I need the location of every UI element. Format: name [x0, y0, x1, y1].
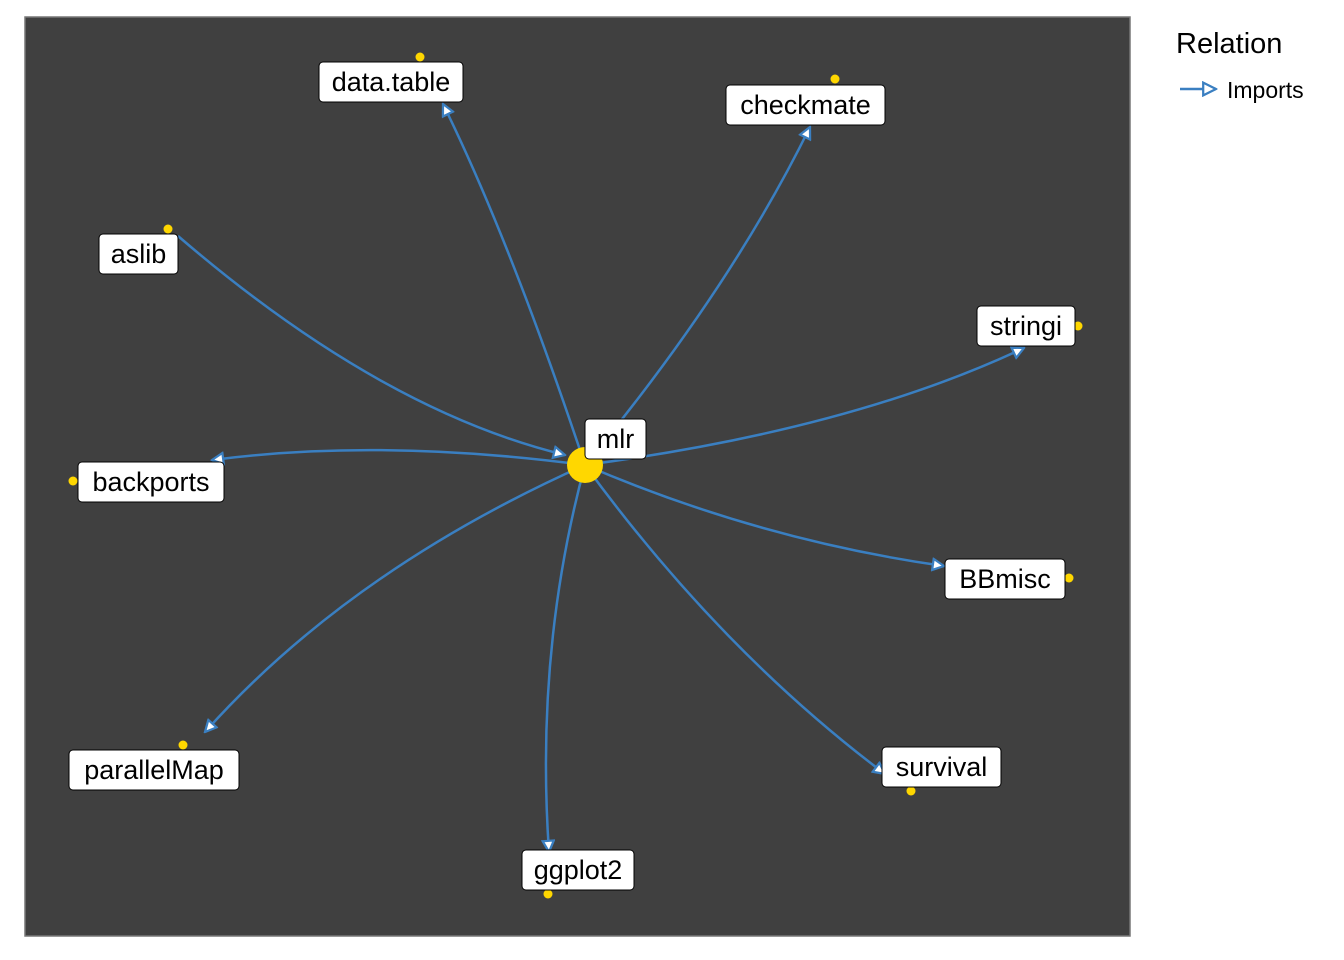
node-label-stringi: stringi — [976, 305, 1076, 347]
node-dot-data.table — [415, 52, 425, 62]
node-label-survival-box — [881, 746, 1002, 788]
node-label-parallelMap-box — [68, 749, 240, 791]
node-label-survival-text: survival — [896, 752, 988, 782]
node-label-BBmisc-box — [944, 558, 1066, 600]
node-label-ggplot2-text: ggplot2 — [534, 855, 623, 885]
node-label-data.table-text: data.table — [332, 67, 451, 97]
edge-aslib-mlr — [177, 235, 565, 455]
node-dot-aslib — [163, 224, 173, 234]
node-dot-BBmisc — [1064, 573, 1074, 583]
node-label-mlr-text: mlr — [597, 424, 634, 454]
node-label-parallelMap: parallelMap — [68, 749, 240, 791]
node-label-BBmisc-text: BBmisc — [959, 564, 1051, 594]
edge-mlr-data.table — [443, 104, 587, 466]
node-label-backports-box — [77, 461, 225, 503]
node-label-ggplot2-box — [521, 849, 635, 891]
node-dot-backports — [68, 476, 78, 486]
node-label-backports-text: backports — [92, 467, 209, 497]
node-label-ggplot2: ggplot2 — [521, 849, 635, 891]
node-dot-survival — [906, 786, 916, 796]
node-dot-parallelMap — [178, 740, 188, 750]
node-label-aslib: aslib — [98, 233, 179, 275]
node-dot-checkmate — [830, 74, 840, 84]
node-label-mlr-box — [584, 418, 647, 460]
legend-imports-label: Imports — [1227, 77, 1304, 103]
node-label-parallelMap-text: parallelMap — [84, 755, 224, 785]
node-label-data.table-box — [318, 61, 464, 103]
node-label-aslib-box — [98, 233, 179, 275]
node-label-mlr: mlr — [584, 418, 647, 460]
node-label-backports: backports — [77, 461, 225, 503]
node-dot-stringi — [1073, 321, 1083, 331]
edge-mlr-checkmate — [584, 127, 810, 466]
node-label-BBmisc: BBmisc — [944, 558, 1066, 600]
node-label-aslib-text: aslib — [111, 239, 167, 269]
node-label-stringi-box — [976, 305, 1076, 347]
edge-mlr-parallelMap — [205, 463, 586, 732]
edges — [177, 104, 1024, 852]
node-label-stringi-text: stringi — [990, 311, 1062, 341]
node-label-survival: survival — [881, 746, 1002, 788]
legend-title: Relation — [1176, 28, 1282, 60]
node-label-checkmate-text: checkmate — [740, 90, 871, 120]
node-label-checkmate: checkmate — [725, 84, 886, 126]
node-label-checkmate-box — [725, 84, 886, 126]
edge-mlr-survival — [583, 464, 885, 774]
edge-mlr-ggplot2 — [546, 464, 587, 852]
node-dot-ggplot2 — [543, 889, 553, 899]
legend: Relation Imports — [1176, 28, 1304, 103]
edge-mlr-BBmisc — [584, 463, 944, 566]
edge-mlr-stringi — [584, 348, 1024, 467]
node-label-data.table: data.table — [318, 61, 464, 103]
node-labels: data.table checkmate aslib stringi backports… — [68, 61, 1076, 891]
edge-mlr-backports — [212, 448, 586, 467]
